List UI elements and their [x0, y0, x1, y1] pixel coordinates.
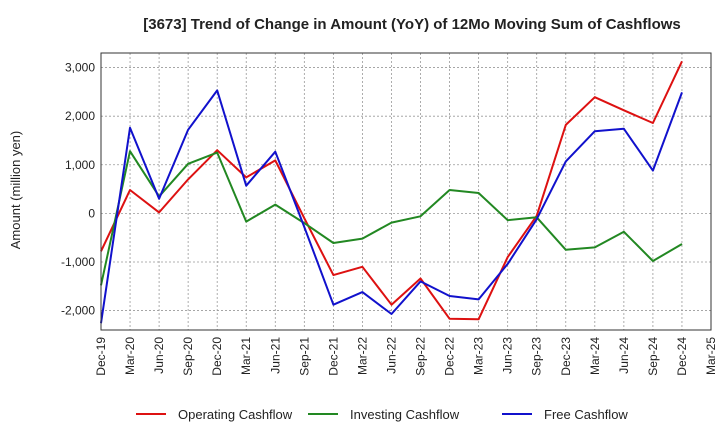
y-tick-label: 1,000	[65, 158, 95, 172]
operating-cashflow-line	[100, 60, 683, 321]
x-tick-label: Sep-21	[297, 337, 311, 376]
y-tick-label: 0	[88, 206, 95, 220]
x-tick-label: Dec-21	[326, 337, 340, 376]
x-tick-label: Dec-24	[675, 337, 689, 376]
x-tick-label: Mar-25	[704, 337, 718, 375]
y-tick-label: -2,000	[61, 304, 95, 318]
x-tick-label: Mar-21	[239, 337, 253, 375]
legend: Operating Cashflow Investing Cashflow Free…	[136, 407, 628, 422]
free-cashflow-legend-label: Free Cashflow	[544, 407, 628, 422]
x-tick-label: Mar-23	[472, 337, 486, 375]
free-cashflow-line	[100, 89, 683, 324]
axis-ticks: Dec-19 Mar-20 Jun-20 Sep-20 Dec-20 Mar-21 Jun-…	[61, 61, 718, 376]
x-tick-label: Jun-21	[268, 337, 282, 374]
investing-cashflow-legend-label: Investing Cashflow	[350, 407, 460, 422]
chart-title: [3673] Trend of Change in Amount (YoY) o…	[143, 16, 681, 33]
x-tick-label: Dec-22	[443, 337, 457, 376]
plot-frame	[100, 52, 712, 331]
y-tick-label: 3,000	[65, 61, 95, 75]
x-tick-label: Dec-19	[94, 337, 108, 376]
x-tick-label: Mar-22	[355, 337, 369, 375]
x-tick-label: Sep-22	[414, 337, 428, 376]
y-axis-label: Amount (million yen)	[8, 131, 23, 250]
x-tick-label: Dec-23	[559, 337, 573, 376]
series-lines	[100, 60, 683, 324]
investing-cashflow-line	[100, 150, 683, 286]
grid	[100, 53, 712, 330]
x-tick-label: Jun-22	[384, 337, 398, 374]
x-tick-label: Jun-20	[152, 337, 166, 374]
x-tick-label: Mar-20	[123, 337, 137, 375]
x-tick-label: Sep-24	[646, 337, 660, 376]
x-tick-label: Sep-20	[181, 337, 195, 376]
y-tick-label: 2,000	[65, 109, 95, 123]
operating-cashflow-legend-label: Operating Cashflow	[178, 407, 293, 422]
x-tick-label: Jun-24	[617, 337, 631, 374]
x-tick-label: Dec-20	[210, 337, 224, 376]
x-tick-label: Mar-24	[588, 337, 602, 375]
x-tick-label: Jun-23	[501, 337, 515, 374]
y-tick-label: -1,000	[61, 255, 95, 269]
x-tick-label: Sep-23	[530, 337, 544, 376]
